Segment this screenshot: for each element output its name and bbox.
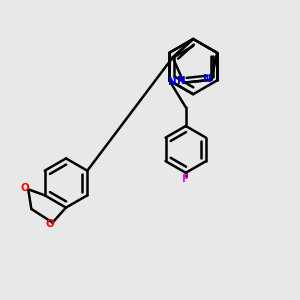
Text: N: N <box>168 77 177 87</box>
Text: N: N <box>203 74 212 84</box>
Text: O: O <box>45 219 54 229</box>
Text: O: O <box>20 183 29 194</box>
Text: N: N <box>177 76 186 86</box>
Text: F: F <box>182 174 189 184</box>
